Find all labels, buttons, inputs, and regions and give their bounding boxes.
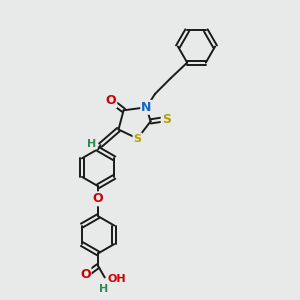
- Text: O: O: [106, 94, 116, 107]
- Text: N: N: [141, 101, 152, 114]
- Text: O: O: [93, 192, 104, 205]
- Text: S: S: [162, 112, 171, 125]
- Text: H: H: [88, 139, 97, 148]
- Text: OH: OH: [108, 274, 126, 284]
- Text: S: S: [134, 134, 141, 143]
- Text: H: H: [99, 284, 108, 294]
- Text: O: O: [80, 268, 91, 281]
